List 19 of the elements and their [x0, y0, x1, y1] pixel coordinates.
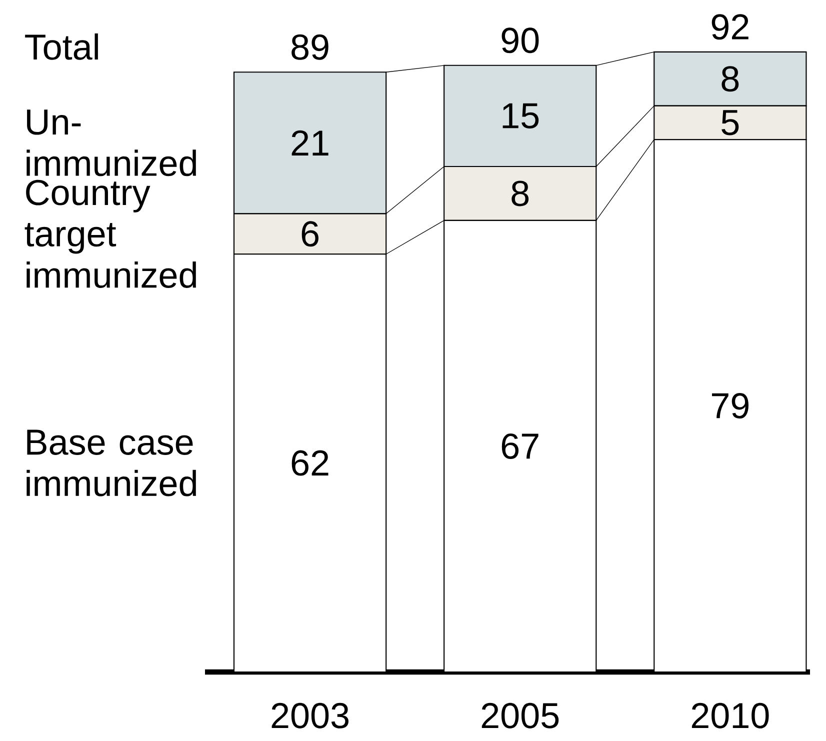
data-label: 8 — [722, 66, 739, 92]
series-label: Country target immunized — [24, 180, 196, 288]
series-label: Un-immunized — [26, 110, 196, 176]
x-tick-label: 2003 — [272, 702, 348, 728]
data-label: 21 — [292, 130, 328, 156]
data-label: 67 — [502, 433, 538, 459]
total-label: 89 — [292, 34, 328, 60]
x-tick-label: 2005 — [482, 702, 559, 728]
data-label: 79 — [712, 393, 748, 419]
data-label: 62 — [292, 450, 328, 476]
data-label: 8 — [512, 180, 529, 206]
data-label: 5 — [722, 110, 739, 136]
total-label: 90 — [502, 28, 539, 54]
data-label: 15 — [502, 103, 539, 129]
x-tick-label: 2010 — [692, 702, 769, 728]
series-label: Base case immunized — [26, 430, 196, 496]
text: Total — [25, 33, 98, 60]
data-label: 6 — [302, 221, 318, 247]
total-label: 92 — [712, 14, 748, 40]
